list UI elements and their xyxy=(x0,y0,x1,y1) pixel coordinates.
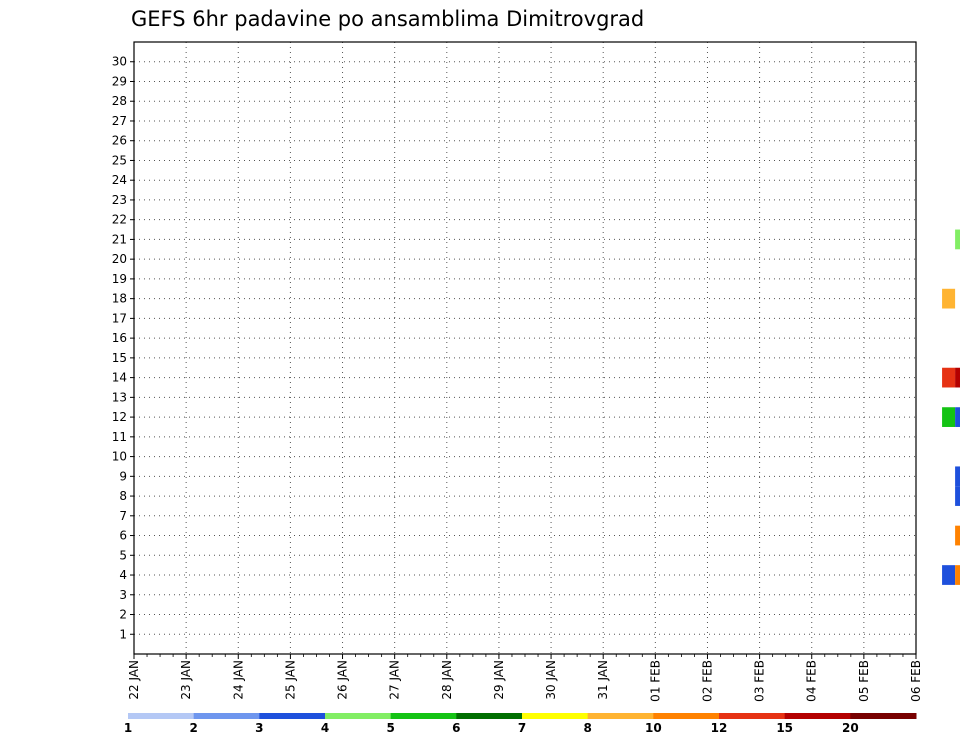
y-tick-label: 27 xyxy=(112,114,127,128)
x-tick-label: 03 FEB xyxy=(753,660,767,702)
x-tick-label: 23 JAN xyxy=(179,660,193,700)
plot-frame xyxy=(133,41,917,655)
x-tick-label: 28 JAN xyxy=(440,660,454,700)
x-tick-label: 06 FEB xyxy=(909,660,923,702)
legend-label: 6 xyxy=(452,721,460,735)
legend-swatch xyxy=(325,713,392,719)
y-tick-label: 8 xyxy=(119,489,127,503)
legend-label: 15 xyxy=(776,721,793,735)
x-tick-label: 31 JAN xyxy=(596,660,610,700)
legend-label: 12 xyxy=(711,721,728,735)
y-tick-label: 22 xyxy=(112,213,127,227)
y-tick-label: 17 xyxy=(112,311,127,325)
y-tick-label: 25 xyxy=(112,153,127,167)
legend-swatch xyxy=(784,713,851,719)
legend-swatch xyxy=(193,713,260,719)
heat-cell xyxy=(942,288,956,309)
y-tick-label: 9 xyxy=(119,469,127,483)
y-tick-label: 19 xyxy=(112,272,127,286)
legend-swatch xyxy=(259,713,326,719)
heat-cell xyxy=(955,407,960,427)
legend-label: 5 xyxy=(386,721,394,735)
heat-cell xyxy=(942,565,956,585)
y-tick-label: 28 xyxy=(112,94,127,108)
y-tick-label: 3 xyxy=(119,588,127,602)
x-axis: 22 JAN 23 JAN 24 JAN 25 JAN 26 JAN 27 JAN 28 J… xyxy=(127,654,923,702)
y-tick-label: 6 xyxy=(119,529,127,543)
y-tick-label: 20 xyxy=(112,252,127,266)
legend-label: 2 xyxy=(189,721,197,735)
legend-swatch xyxy=(522,713,589,719)
x-tick-label: 30 JAN xyxy=(544,660,558,700)
grid-layer xyxy=(134,42,916,654)
y-tick-label: 2 xyxy=(119,608,127,622)
y-tick-label: 26 xyxy=(112,134,127,148)
legend-swatch xyxy=(850,713,917,719)
legend-label: 8 xyxy=(583,721,591,735)
x-tick-label: 24 JAN xyxy=(231,660,245,700)
heat-cell xyxy=(942,407,956,427)
y-axis: 1234567891011121314151617181920212223242… xyxy=(112,55,134,641)
legend-swatch xyxy=(390,713,457,719)
legend-label: 1 xyxy=(124,721,132,735)
y-tick-label: 16 xyxy=(112,331,127,345)
y-tick-label: 15 xyxy=(112,351,127,365)
chart-title: GEFS 6hr padavine po ansamblima Dimitrov… xyxy=(131,7,644,31)
y-tick-label: 14 xyxy=(112,371,127,385)
heat-cell xyxy=(955,565,960,585)
heat-cell xyxy=(955,486,960,506)
legend-label: 7 xyxy=(518,721,526,735)
legend-swatch xyxy=(456,713,523,719)
cells-layer xyxy=(942,229,960,585)
x-tick-label: 05 FEB xyxy=(857,660,871,702)
x-tick-label: 25 JAN xyxy=(283,660,297,700)
y-tick-label: 7 xyxy=(119,509,127,523)
y-tick-label: 29 xyxy=(112,74,127,88)
y-tick-label: 18 xyxy=(112,292,127,306)
legend-swatch xyxy=(128,713,195,719)
legend-label: 4 xyxy=(321,721,329,735)
color-legend: 1 2 3 4 5 6 7 8 10 12 15 20 xyxy=(124,713,917,735)
heat-cell xyxy=(955,466,960,487)
legend-label: 3 xyxy=(255,721,263,735)
x-tick-label: 27 JAN xyxy=(388,660,402,700)
x-tick-label: 01 FEB xyxy=(648,660,662,702)
y-tick-label: 24 xyxy=(112,173,127,187)
legend-label: 10 xyxy=(645,721,662,735)
y-tick-label: 13 xyxy=(112,390,127,404)
x-tick-label: 02 FEB xyxy=(700,660,714,702)
legend-swatch xyxy=(587,713,654,719)
x-tick-label: 22 JAN xyxy=(127,660,141,700)
y-tick-label: 12 xyxy=(112,410,127,424)
legend-label: 20 xyxy=(842,721,859,735)
legend-swatch xyxy=(719,713,786,719)
x-tick-label: 04 FEB xyxy=(805,660,819,702)
y-tick-label: 23 xyxy=(112,193,127,207)
y-tick-label: 5 xyxy=(119,548,127,562)
y-tick-label: 10 xyxy=(112,450,127,464)
y-tick-label: 4 xyxy=(119,568,127,582)
legend-swatch xyxy=(653,713,720,719)
y-tick-label: 1 xyxy=(119,627,127,641)
heat-cell xyxy=(955,367,960,388)
y-tick-label: 11 xyxy=(112,430,127,444)
heat-cell xyxy=(955,525,960,546)
x-tick-label: 29 JAN xyxy=(492,660,506,700)
heat-cell xyxy=(955,229,960,250)
y-tick-label: 30 xyxy=(112,55,127,69)
y-tick-label: 21 xyxy=(112,232,127,246)
x-tick-label: 26 JAN xyxy=(336,660,350,700)
heat-cell xyxy=(942,367,956,388)
